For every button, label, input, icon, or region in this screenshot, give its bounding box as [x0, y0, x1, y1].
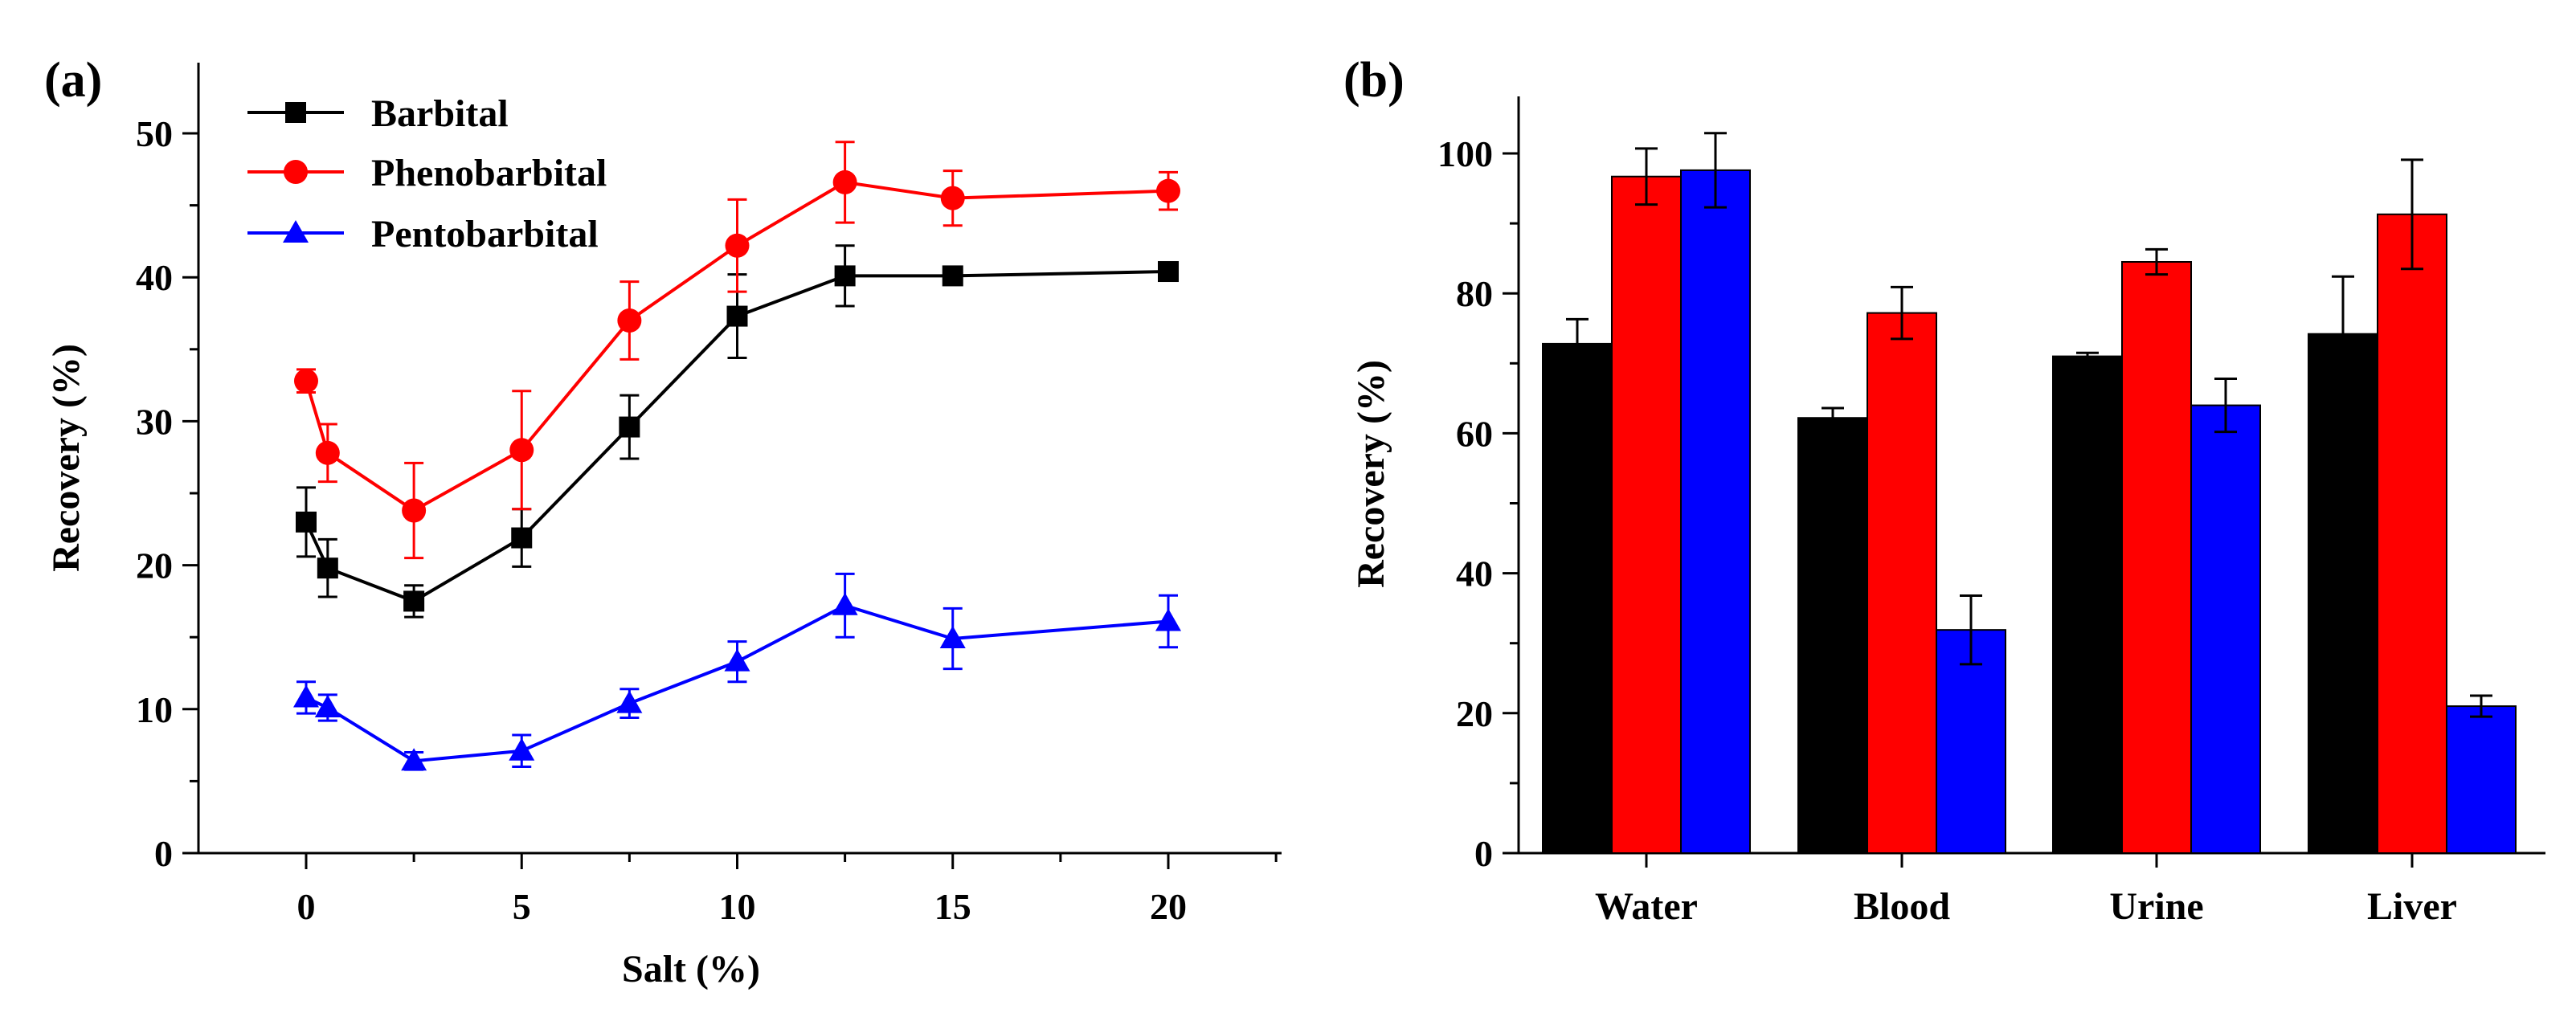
panel-a-line-chart: (a) 0 5 10 15 20 0 10 20 30 40 50 Salt (%) Recover… [44, 53, 1282, 990]
series-barbital [296, 244, 1179, 619]
panel-a-legend: Barbital Phenobarbital Pentobarbital [247, 92, 607, 255]
panel-a-x-axis-title: Salt (%) [622, 948, 760, 990]
data-point-barbital [726, 305, 748, 327]
panel-b-bars [1542, 132, 2517, 855]
bar-group-liver [2308, 158, 2517, 855]
data-point-phenobarbital [725, 233, 750, 258]
panel-a-ticks [182, 132, 1278, 869]
bar-blood-barbital [1797, 417, 1868, 854]
data-point-barbital [296, 511, 317, 533]
x-tick-label-0: 0 [297, 886, 316, 927]
data-point-barbital [317, 557, 338, 579]
x-tick-label-5: 5 [513, 886, 531, 927]
x-tick-label-liver: Liver [2367, 885, 2457, 928]
data-point-pentobarbital [401, 748, 427, 771]
data-point-pentobarbital [616, 690, 643, 713]
y-tick-label-60: 60 [1456, 413, 1493, 454]
x-tick-label-water: Water [1595, 885, 1698, 928]
bar-urine-phenobarbital [2121, 261, 2192, 854]
bar-liver-barbital [2308, 333, 2378, 854]
bar-water-pentobarbital [1680, 169, 1751, 855]
data-point-pentobarbital [293, 684, 319, 708]
x-tick-label-blood: Blood [1854, 885, 1950, 928]
y-tick-label-80: 80 [1456, 273, 1493, 314]
data-point-phenobarbital [832, 169, 857, 194]
bar-blood-pentobarbital [1936, 629, 2006, 854]
bar-group-blood [1797, 285, 2006, 854]
bar-blood-phenobarbital [1867, 312, 1937, 854]
y-tick-label-20: 20 [136, 545, 173, 586]
series-line-pentobarbital [305, 603, 1169, 763]
bar-urine-barbital [2052, 355, 2123, 854]
y-tick-label-0: 0 [1474, 833, 1493, 874]
legend-marker-pentobarbital [283, 220, 309, 243]
legend-marker-barbital [285, 102, 306, 123]
y-tick-label-40: 40 [136, 257, 173, 298]
data-point-pentobarbital [509, 737, 535, 761]
y-tick-label-40: 40 [1456, 553, 1493, 594]
bar-water-barbital [1542, 342, 1613, 854]
legend-label-phenobarbital: Phenobarbital [371, 152, 607, 194]
x-tick-label-10: 10 [719, 886, 756, 927]
panel-a-series [293, 141, 1181, 771]
data-point-pentobarbital [939, 625, 966, 648]
y-tick-label-100: 100 [1437, 133, 1493, 174]
legend-label-barbital: Barbital [371, 92, 509, 135]
y-tick-label-10: 10 [136, 689, 173, 730]
data-point-phenobarbital [402, 498, 427, 523]
series-pentobarbital [293, 572, 1181, 771]
data-point-phenobarbital [294, 369, 318, 394]
legend-label-pentobarbital: Pentobarbital [371, 213, 599, 255]
bar-liver-pentobarbital [2446, 705, 2517, 855]
bar-group-water [1542, 132, 1751, 855]
data-point-barbital [403, 590, 425, 612]
data-point-pentobarbital [832, 592, 858, 615]
legend-marker-phenobarbital [284, 160, 308, 184]
panel-b-bar-chart: (b) 0 20 40 60 80 100 Water Blood Urine Liver Rec… [1343, 53, 2545, 928]
data-point-barbital [511, 527, 533, 549]
y-tick-label-30: 30 [136, 401, 173, 442]
data-point-phenobarbital [315, 440, 340, 465]
bar-group-urine [2052, 247, 2261, 854]
data-point-phenobarbital [509, 438, 534, 463]
y-tick-label-20: 20 [1456, 693, 1493, 734]
data-point-barbital [942, 265, 963, 287]
data-point-phenobarbital [617, 308, 642, 333]
bar-urine-pentobarbital [2190, 404, 2261, 854]
x-tick-label-15: 15 [934, 886, 971, 927]
x-tick-label-urine: Urine [2109, 885, 2203, 928]
panel-b-y-axis-title: Recovery (%) [1350, 360, 1392, 588]
series-phenobarbital [294, 141, 1180, 560]
data-point-barbital [1158, 261, 1179, 283]
data-point-phenobarbital [940, 186, 965, 210]
panel-a-tick-labels: 0 5 10 15 20 0 10 20 30 40 50 [136, 113, 1187, 927]
data-point-pentobarbital [724, 648, 750, 672]
data-point-pentobarbital [314, 695, 341, 718]
panel-b-label: (b) [1343, 53, 1405, 108]
panel-b-ticks [1503, 152, 2414, 868]
data-point-pentobarbital [1155, 608, 1181, 631]
data-point-phenobarbital [1156, 178, 1180, 203]
panel-a-label: (a) [44, 53, 102, 108]
x-tick-label-20: 20 [1150, 886, 1187, 927]
panel-a-y-axis-title: Recovery (%) [45, 344, 88, 572]
data-point-barbital [619, 416, 640, 438]
data-point-barbital [834, 265, 856, 287]
bar-liver-phenobarbital [2377, 213, 2447, 855]
panel-b-tick-labels: 0 20 40 60 80 100 Water Blood Urine Liver [1437, 133, 2457, 928]
y-tick-label-0: 0 [154, 833, 173, 874]
bar-water-phenobarbital [1611, 175, 1682, 855]
y-tick-label-50: 50 [136, 113, 173, 154]
